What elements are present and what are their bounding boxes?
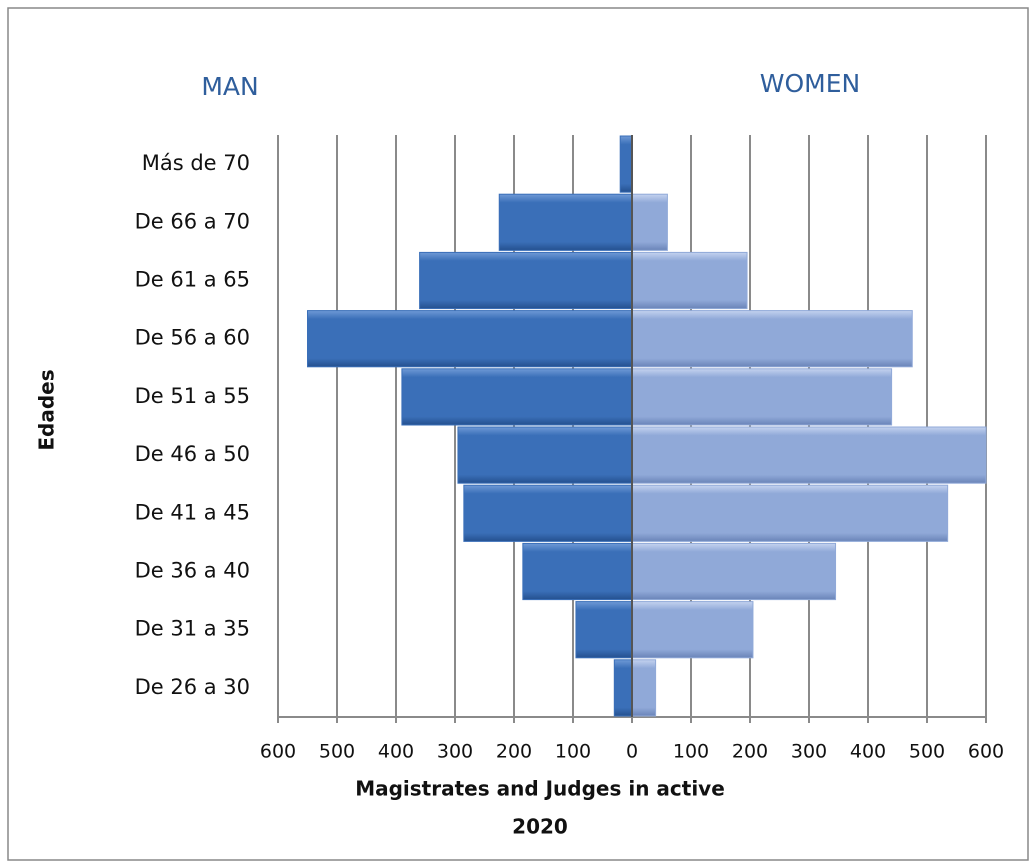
y-tick-label: Más de 70 bbox=[142, 151, 250, 175]
x-tick-label: 200 bbox=[732, 741, 768, 763]
y-tick-label: De 66 a 70 bbox=[135, 209, 250, 233]
bar bbox=[419, 251, 633, 310]
bar bbox=[631, 310, 913, 368]
y-tick-label: De 51 a 55 bbox=[135, 384, 250, 408]
y-tick-label: De 31 a 35 bbox=[135, 617, 250, 641]
y-tick-label: De 26 a 30 bbox=[135, 675, 250, 699]
bar bbox=[575, 601, 633, 659]
y-tick-label: De 61 a 65 bbox=[135, 268, 250, 292]
bar bbox=[631, 426, 987, 484]
x-axis-label: Magistrates and Judges in active bbox=[355, 777, 725, 801]
x-tick-label: 500 bbox=[909, 741, 945, 763]
bar bbox=[457, 426, 633, 484]
x-tick-label: 600 bbox=[260, 741, 296, 763]
bar bbox=[401, 368, 633, 426]
bar bbox=[463, 484, 633, 542]
bar bbox=[631, 601, 754, 659]
x-tick-label: 300 bbox=[437, 741, 473, 763]
y-tick-label: De 36 a 40 bbox=[135, 559, 250, 583]
bar bbox=[631, 251, 748, 310]
x-tick-label: 100 bbox=[555, 741, 591, 763]
y-tick-label: De 41 a 45 bbox=[135, 500, 250, 524]
bar bbox=[307, 310, 633, 368]
y-tick-label: De 46 a 50 bbox=[135, 442, 250, 466]
bar bbox=[631, 659, 657, 717]
x-tick-label: 0 bbox=[626, 741, 638, 763]
x-tick-label: 100 bbox=[673, 741, 709, 763]
bar bbox=[631, 542, 837, 601]
x-axis-label: 2020 bbox=[512, 815, 568, 839]
bar bbox=[522, 542, 633, 601]
x-tick-label: 600 bbox=[968, 741, 1004, 763]
y-axis-label: Edades bbox=[35, 369, 59, 450]
bar bbox=[613, 659, 633, 717]
bar bbox=[631, 193, 668, 251]
x-tick-label: 300 bbox=[791, 741, 827, 763]
x-tick-label: 500 bbox=[319, 741, 355, 763]
legend-label: MAN bbox=[201, 72, 258, 101]
legend-label: WOMEN bbox=[760, 69, 860, 98]
x-tick-label: 400 bbox=[850, 741, 886, 763]
x-tick-label: 200 bbox=[496, 741, 532, 763]
bar bbox=[631, 368, 893, 426]
bar bbox=[498, 193, 633, 251]
bar bbox=[631, 484, 949, 542]
bar bbox=[619, 135, 633, 193]
y-tick-label: De 56 a 60 bbox=[135, 326, 250, 350]
x-tick-label: 400 bbox=[378, 741, 414, 763]
